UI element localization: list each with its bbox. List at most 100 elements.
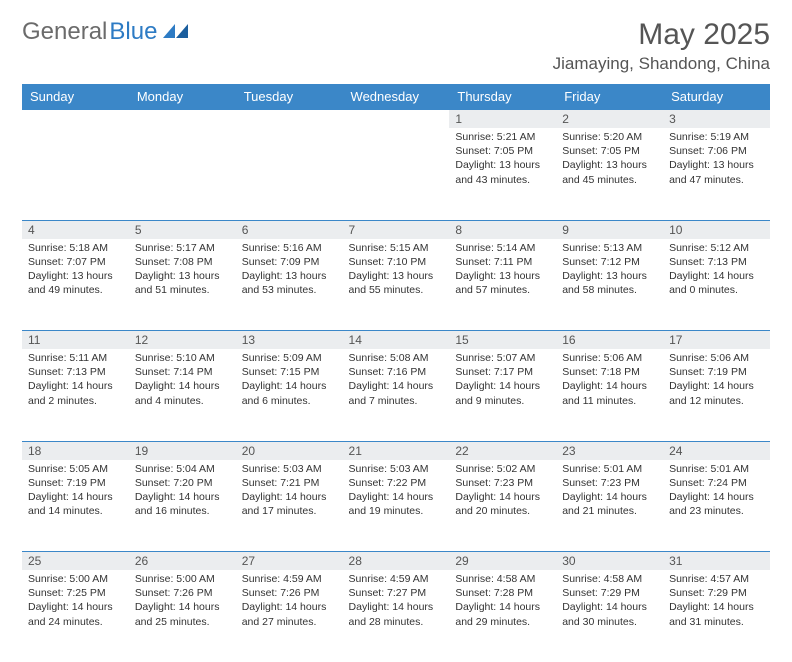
sunset-line: Sunset: 7:15 PM — [242, 365, 337, 379]
sunrise-line: Sunrise: 5:03 AM — [349, 462, 444, 476]
daylight-line: Daylight: 14 hours and 28 minutes. — [349, 600, 444, 628]
sunset-line: Sunset: 7:23 PM — [455, 476, 550, 490]
daylight-line: Daylight: 14 hours and 6 minutes. — [242, 379, 337, 407]
sunset-line: Sunset: 7:22 PM — [349, 476, 444, 490]
day-content-cell: Sunrise: 5:06 AMSunset: 7:19 PMDaylight:… — [663, 349, 770, 441]
day-content-cell: Sunrise: 5:04 AMSunset: 7:20 PMDaylight:… — [129, 460, 236, 552]
sunset-line: Sunset: 7:20 PM — [135, 476, 230, 490]
sunrise-line: Sunrise: 5:00 AM — [135, 572, 230, 586]
day-content-cell — [22, 128, 129, 220]
month-title: May 2025 — [553, 18, 770, 52]
day-number-cell: 17 — [663, 331, 770, 350]
sunset-line: Sunset: 7:23 PM — [562, 476, 657, 490]
sunset-line: Sunset: 7:09 PM — [242, 255, 337, 269]
day-content-cell: Sunrise: 5:10 AMSunset: 7:14 PMDaylight:… — [129, 349, 236, 441]
sunset-line: Sunset: 7:05 PM — [455, 144, 550, 158]
day-number-cell: 9 — [556, 220, 663, 239]
content-row: Sunrise: 5:05 AMSunset: 7:19 PMDaylight:… — [22, 460, 770, 552]
sunrise-line: Sunrise: 5:02 AM — [455, 462, 550, 476]
daylight-line: Daylight: 14 hours and 25 minutes. — [135, 600, 230, 628]
sunrise-line: Sunrise: 5:06 AM — [562, 351, 657, 365]
day-number-cell: 8 — [449, 220, 556, 239]
day-content-cell: Sunrise: 5:03 AMSunset: 7:21 PMDaylight:… — [236, 460, 343, 552]
daynum-row: 11121314151617 — [22, 331, 770, 350]
day-number-cell: 10 — [663, 220, 770, 239]
location-text: Jiamaying, Shandong, China — [553, 54, 770, 74]
sunset-line: Sunset: 7:13 PM — [28, 365, 123, 379]
day-content-cell — [236, 128, 343, 220]
day-content-cell: Sunrise: 5:00 AMSunset: 7:25 PMDaylight:… — [22, 570, 129, 662]
day-content-cell: Sunrise: 5:16 AMSunset: 7:09 PMDaylight:… — [236, 239, 343, 331]
daylight-line: Daylight: 14 hours and 23 minutes. — [669, 490, 764, 518]
day-number-cell: 7 — [343, 220, 450, 239]
day-content-cell: Sunrise: 5:00 AMSunset: 7:26 PMDaylight:… — [129, 570, 236, 662]
day-number-cell — [129, 110, 236, 129]
sunset-line: Sunset: 7:21 PM — [242, 476, 337, 490]
day-number-cell: 11 — [22, 331, 129, 350]
logo-mark-icon — [163, 18, 189, 46]
sunrise-line: Sunrise: 5:04 AM — [135, 462, 230, 476]
daylight-line: Daylight: 14 hours and 27 minutes. — [242, 600, 337, 628]
sunrise-line: Sunrise: 5:19 AM — [669, 130, 764, 144]
day-number-cell: 4 — [22, 220, 129, 239]
daylight-line: Daylight: 14 hours and 20 minutes. — [455, 490, 550, 518]
calendar-body: 123 Sunrise: 5:21 AMSunset: 7:05 PMDayli… — [22, 110, 770, 662]
content-row: Sunrise: 5:00 AMSunset: 7:25 PMDaylight:… — [22, 570, 770, 662]
logo-text-gray: General — [22, 18, 107, 46]
sunset-line: Sunset: 7:11 PM — [455, 255, 550, 269]
sunset-line: Sunset: 7:19 PM — [669, 365, 764, 379]
day-number-cell: 16 — [556, 331, 663, 350]
day-content-cell: Sunrise: 5:18 AMSunset: 7:07 PMDaylight:… — [22, 239, 129, 331]
daylight-line: Daylight: 14 hours and 31 minutes. — [669, 600, 764, 628]
daylight-line: Daylight: 13 hours and 58 minutes. — [562, 269, 657, 297]
day-content-cell: Sunrise: 5:20 AMSunset: 7:05 PMDaylight:… — [556, 128, 663, 220]
day-number-cell: 28 — [343, 552, 450, 571]
day-number-cell: 27 — [236, 552, 343, 571]
day-number-cell: 22 — [449, 441, 556, 460]
sunset-line: Sunset: 7:08 PM — [135, 255, 230, 269]
daylight-line: Daylight: 14 hours and 11 minutes. — [562, 379, 657, 407]
sunrise-line: Sunrise: 5:10 AM — [135, 351, 230, 365]
content-row: Sunrise: 5:18 AMSunset: 7:07 PMDaylight:… — [22, 239, 770, 331]
day-content-cell: Sunrise: 5:13 AMSunset: 7:12 PMDaylight:… — [556, 239, 663, 331]
logo: GeneralBlue — [22, 18, 189, 46]
daynum-row: 123 — [22, 110, 770, 129]
day-content-cell: Sunrise: 4:58 AMSunset: 7:29 PMDaylight:… — [556, 570, 663, 662]
sunrise-line: Sunrise: 5:11 AM — [28, 351, 123, 365]
sunrise-line: Sunrise: 5:12 AM — [669, 241, 764, 255]
content-row: Sunrise: 5:21 AMSunset: 7:05 PMDaylight:… — [22, 128, 770, 220]
day-number-cell: 26 — [129, 552, 236, 571]
sunrise-line: Sunrise: 4:57 AM — [669, 572, 764, 586]
day-number-cell: 18 — [22, 441, 129, 460]
day-content-cell: Sunrise: 5:01 AMSunset: 7:24 PMDaylight:… — [663, 460, 770, 552]
sunrise-line: Sunrise: 5:09 AM — [242, 351, 337, 365]
daylight-line: Daylight: 14 hours and 17 minutes. — [242, 490, 337, 518]
day-content-cell: Sunrise: 5:06 AMSunset: 7:18 PMDaylight:… — [556, 349, 663, 441]
day-number-cell: 19 — [129, 441, 236, 460]
day-content-cell: Sunrise: 5:01 AMSunset: 7:23 PMDaylight:… — [556, 460, 663, 552]
day-number-cell — [22, 110, 129, 129]
day-number-cell — [343, 110, 450, 129]
sunset-line: Sunset: 7:26 PM — [242, 586, 337, 600]
day-number-cell — [236, 110, 343, 129]
day-content-cell: Sunrise: 5:11 AMSunset: 7:13 PMDaylight:… — [22, 349, 129, 441]
sunrise-line: Sunrise: 5:16 AM — [242, 241, 337, 255]
day-content-cell: Sunrise: 4:58 AMSunset: 7:28 PMDaylight:… — [449, 570, 556, 662]
daylight-line: Daylight: 14 hours and 4 minutes. — [135, 379, 230, 407]
daylight-line: Daylight: 13 hours and 43 minutes. — [455, 158, 550, 186]
day-content-cell: Sunrise: 5:15 AMSunset: 7:10 PMDaylight:… — [343, 239, 450, 331]
daylight-line: Daylight: 13 hours and 47 minutes. — [669, 158, 764, 186]
weekday-header: Sunday — [22, 84, 129, 110]
daylight-line: Daylight: 14 hours and 14 minutes. — [28, 490, 123, 518]
sunrise-line: Sunrise: 5:13 AM — [562, 241, 657, 255]
daylight-line: Daylight: 14 hours and 2 minutes. — [28, 379, 123, 407]
day-content-cell: Sunrise: 5:19 AMSunset: 7:06 PMDaylight:… — [663, 128, 770, 220]
sunrise-line: Sunrise: 4:58 AM — [562, 572, 657, 586]
weekday-header: Thursday — [449, 84, 556, 110]
sunset-line: Sunset: 7:24 PM — [669, 476, 764, 490]
day-number-cell: 1 — [449, 110, 556, 129]
day-content-cell: Sunrise: 5:02 AMSunset: 7:23 PMDaylight:… — [449, 460, 556, 552]
day-number-cell: 6 — [236, 220, 343, 239]
daynum-row: 45678910 — [22, 220, 770, 239]
daylight-line: Daylight: 13 hours and 45 minutes. — [562, 158, 657, 186]
